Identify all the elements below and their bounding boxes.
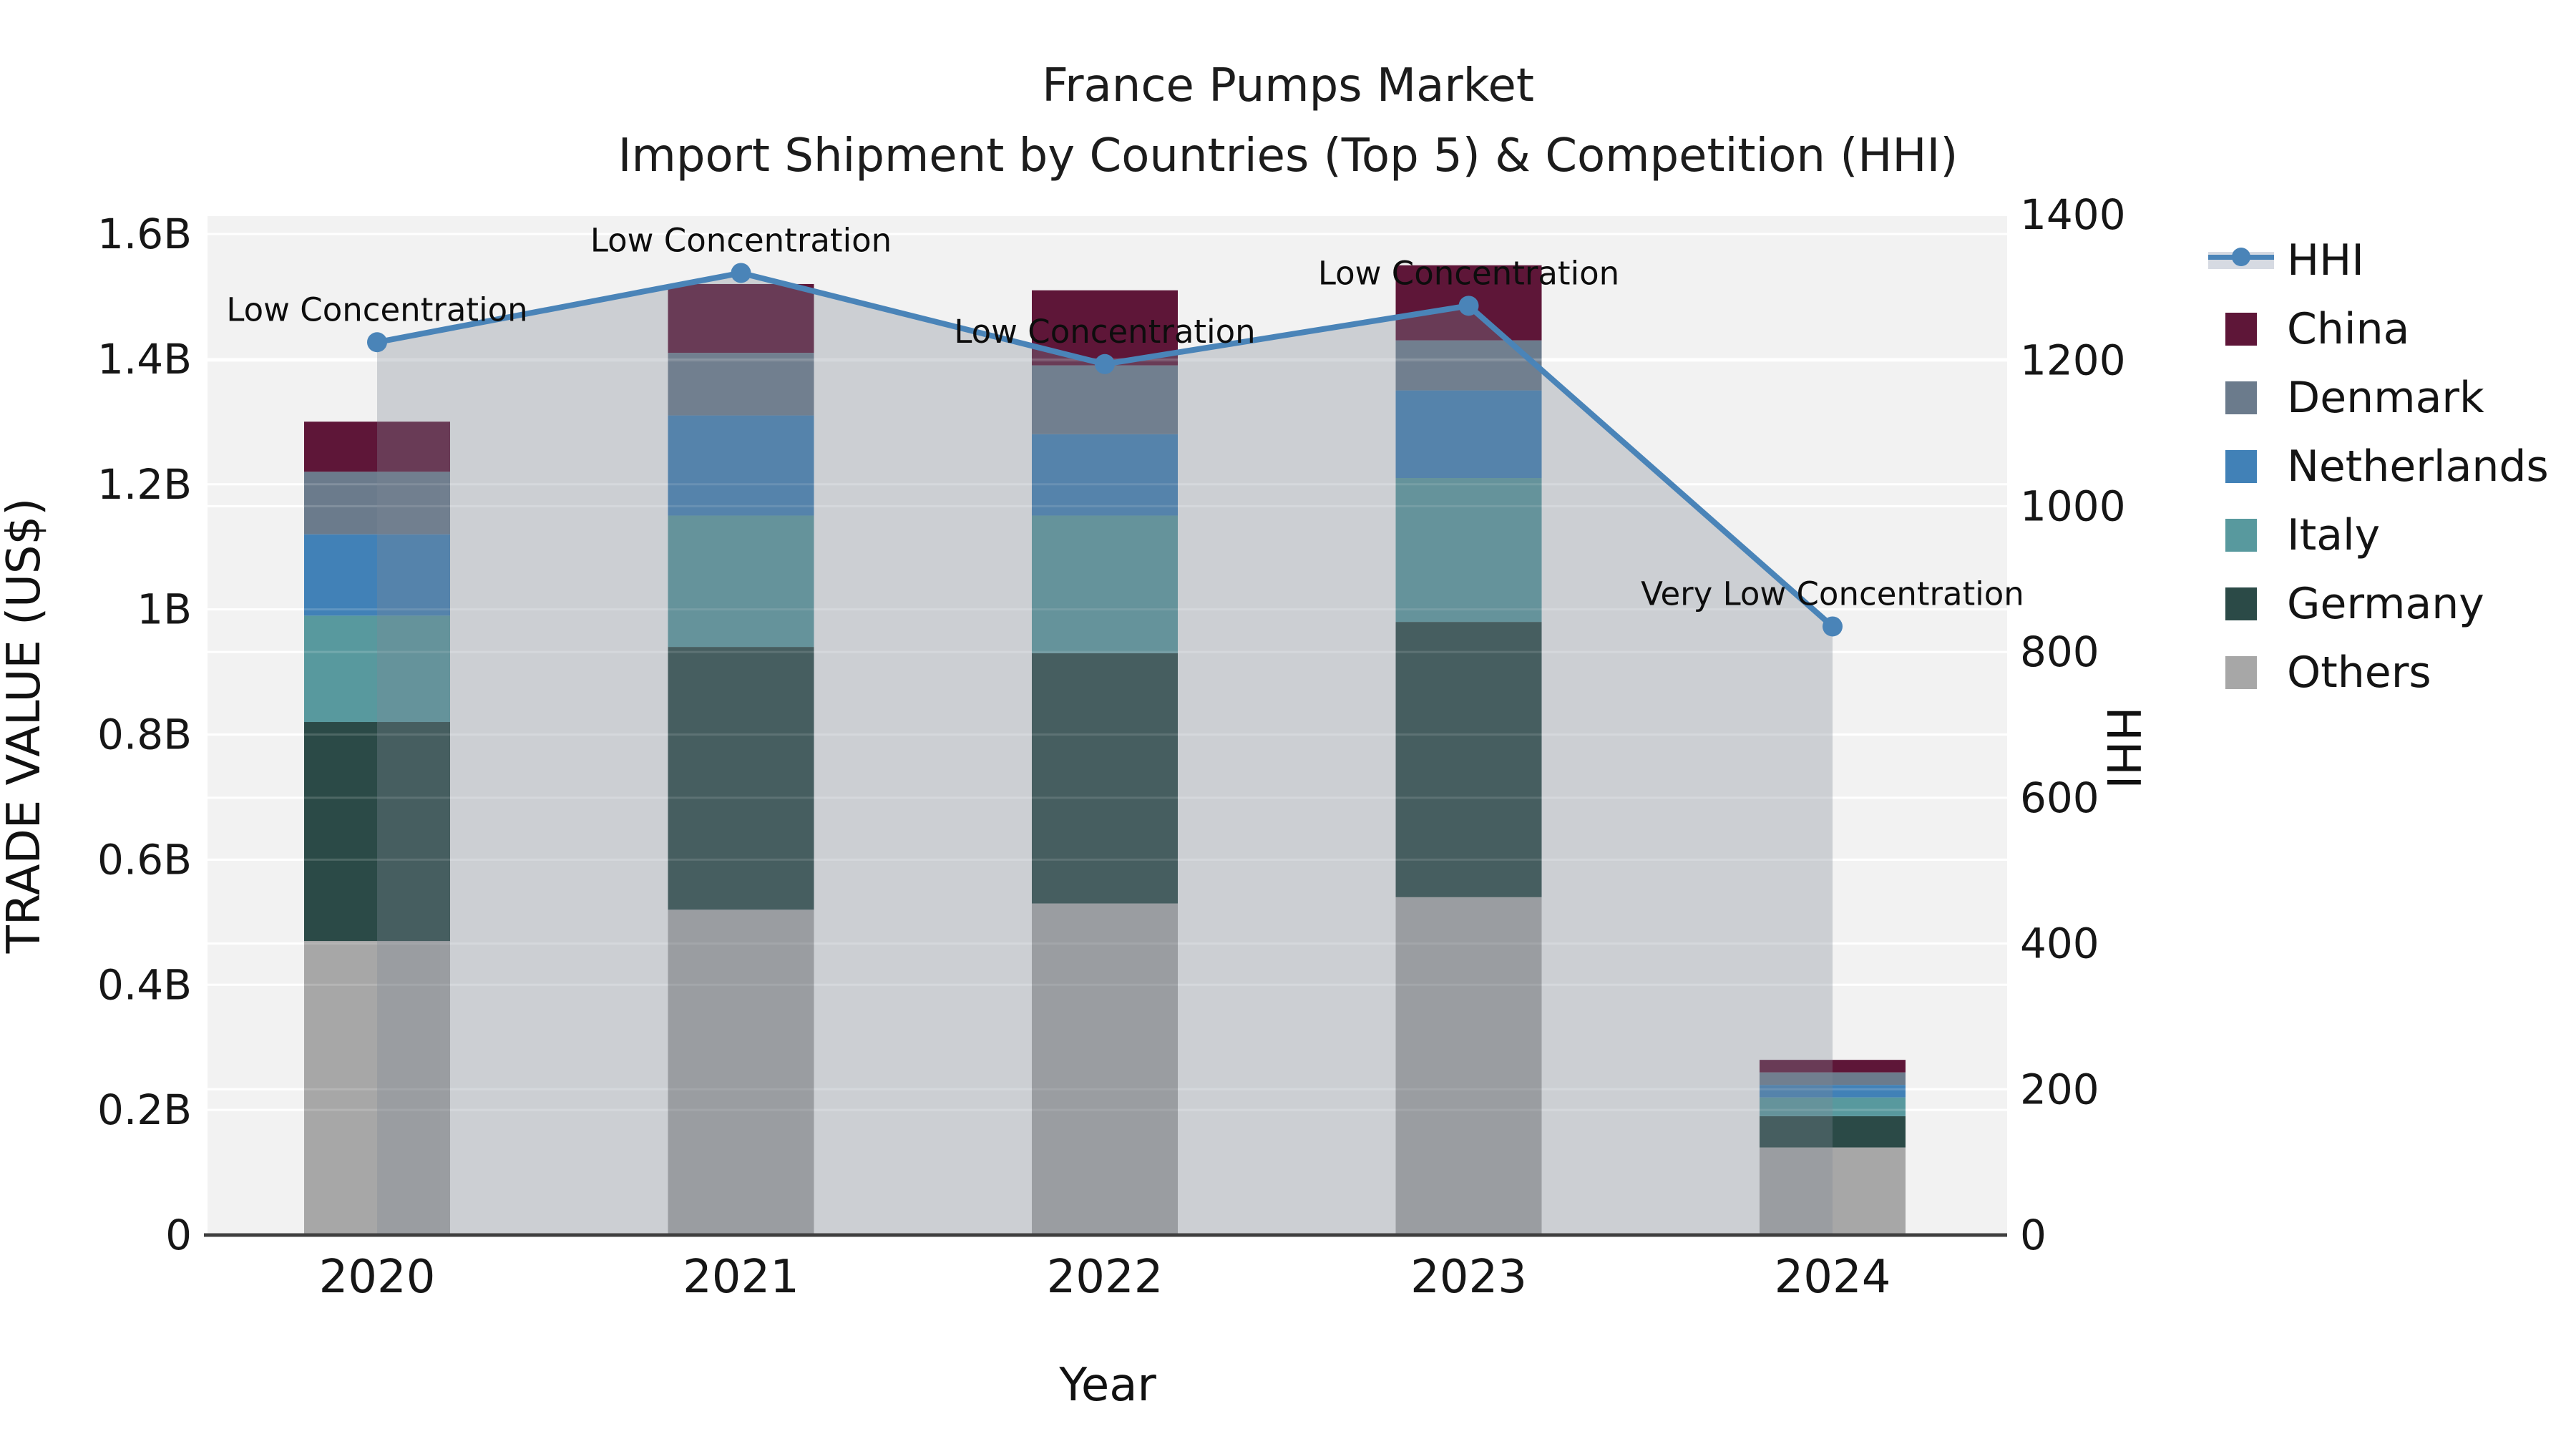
bar-segment-germany-2020	[304, 722, 450, 942]
legend-label-italy: Italy	[2287, 510, 2381, 560]
bar-2021	[668, 283, 814, 1235]
y-left-tick-label: 0	[165, 1211, 192, 1259]
y-right-tick-label: 1000	[2020, 482, 2126, 530]
x-axis-title: Year	[1059, 1359, 1156, 1412]
bar-segment-others-2024	[1760, 1147, 1906, 1235]
bar-segment-netherlands-2024	[1760, 1085, 1906, 1098]
bar-2023	[1395, 265, 1542, 1235]
y-left-tick-label: 1.2B	[97, 460, 192, 509]
bar-segment-denmark-2022	[1032, 365, 1178, 434]
annotation-2022: Low Concentration	[954, 313, 1255, 351]
bar-2020	[304, 421, 450, 1235]
x-tick-label-2021: 2021	[683, 1251, 799, 1304]
y-right-tick-label: 1200	[2020, 336, 2126, 385]
x-tick-label-2020: 2020	[319, 1251, 436, 1304]
bar-segment-china-2021	[668, 283, 814, 353]
hhi-area	[377, 273, 1833, 1235]
bar-segment-italy-2024	[1760, 1097, 1906, 1116]
hhi-marker-2022	[1095, 353, 1115, 374]
legend-label-netherlands: Netherlands	[2287, 441, 2549, 492]
y-right-tick-label: 400	[2020, 919, 2099, 968]
bar-segment-italy-2022	[1032, 515, 1178, 653]
legend-item-china: China	[2208, 295, 2549, 364]
legend: HHI China Denmark Netherlands Italy Germany Ot…	[2208, 226, 2549, 707]
bar-segment-germany-2021	[668, 647, 814, 910]
y-left-tick-label: 1.4B	[97, 335, 192, 384]
hhi-key-dot	[2232, 248, 2250, 266]
y-right-tick-label: 600	[2020, 774, 2099, 822]
bar-segment-others-2021	[668, 909, 814, 1235]
bar-segment-netherlands-2020	[304, 534, 450, 616]
bar-segment-italy-2021	[668, 515, 814, 648]
y-axis-title-left: TRADE VALUE (US$)	[0, 497, 51, 954]
y-left-tick-label: 1.6B	[97, 210, 192, 258]
legend-item-netherlands: Netherlands	[2208, 432, 2549, 501]
bar-2022	[1032, 290, 1178, 1235]
bars-group	[304, 265, 1906, 1235]
bar-segment-denmark-2024	[1760, 1072, 1906, 1085]
y-left-tick-label: 1B	[137, 585, 192, 634]
hhi-marker-2023	[1458, 296, 1479, 316]
x-tick-label-2022: 2022	[1047, 1251, 1163, 1304]
y-left-tick-label: 0.2B	[97, 1085, 192, 1134]
legend-label-hhi: HHI	[2287, 235, 2364, 286]
legend-item-denmark: Denmark	[2208, 364, 2549, 432]
bar-segment-italy-2020	[304, 615, 450, 723]
x-tick-label-2023: 2023	[1410, 1251, 1527, 1304]
hhi-marker-2021	[731, 263, 751, 283]
y-right-tick-label: 0	[2020, 1211, 2046, 1259]
y-left-tick-label: 0.6B	[97, 835, 192, 884]
y-right-tick-label: 200	[2020, 1065, 2099, 1113]
bar-segment-denmark-2020	[304, 472, 450, 535]
bar-segment-germany-2024	[1760, 1116, 1906, 1148]
legend-swatch-others	[2225, 656, 2257, 689]
y-right-tick-label: 1400	[2020, 190, 2126, 239]
annotation-2023: Low Concentration	[1318, 254, 1619, 292]
chart-title: France Pumps Market	[1042, 59, 1534, 112]
legend-swatch-italy	[2225, 519, 2257, 552]
bar-segment-denmark-2021	[668, 353, 814, 416]
bar-segment-others-2023	[1395, 897, 1542, 1235]
bar-2024	[1760, 1060, 1906, 1235]
hhi-marker-2020	[367, 332, 387, 353]
annotation-2021: Low Concentration	[590, 221, 892, 259]
legend-label-denmark: Denmark	[2287, 373, 2484, 423]
y-right-tick-label: 800	[2020, 628, 2099, 676]
legend-item-hhi: HHI	[2208, 226, 2549, 295]
legend-swatch-denmark	[2225, 381, 2257, 414]
bar-segment-china-2024	[1760, 1060, 1906, 1073]
bar-segment-china-2020	[304, 421, 450, 472]
legend-label-others: Others	[2287, 648, 2431, 698]
legend-item-italy: Italy	[2208, 501, 2549, 570]
y-axis-title-right: HHI	[2096, 706, 2149, 789]
legend-label-germany: Germany	[2287, 579, 2484, 629]
legend-swatch-netherlands	[2225, 450, 2257, 483]
bar-segment-netherlands-2021	[668, 415, 814, 516]
bar-segment-netherlands-2022	[1032, 434, 1178, 516]
legend-swatch-germany	[2225, 587, 2257, 620]
legend-swatch-china	[2225, 313, 2257, 346]
legend-item-germany: Germany	[2208, 570, 2549, 638]
bar-segment-netherlands-2023	[1395, 390, 1542, 479]
bar-segment-others-2022	[1032, 903, 1178, 1235]
bar-segment-others-2020	[304, 941, 450, 1235]
bar-segment-germany-2023	[1395, 622, 1542, 897]
bar-segment-italy-2023	[1395, 478, 1542, 623]
annotation-2024: Very Low Concentration	[1641, 575, 2024, 613]
y-left-tick-label: 0.8B	[97, 711, 192, 759]
annotation-2020: Low Concentration	[226, 291, 527, 328]
legend-label-china: China	[2287, 304, 2410, 354]
y-left-tick-label: 0.4B	[97, 960, 192, 1009]
legend-item-others: Others	[2208, 638, 2549, 707]
hhi-marker-2024	[1823, 616, 1843, 637]
x-tick-label-2024: 2024	[1775, 1251, 1891, 1304]
bar-segment-germany-2022	[1032, 653, 1178, 904]
hhi-line-swatch	[2208, 248, 2274, 269]
chart-subtitle: Import Shipment by Countries (Top 5) & C…	[618, 130, 1958, 182]
